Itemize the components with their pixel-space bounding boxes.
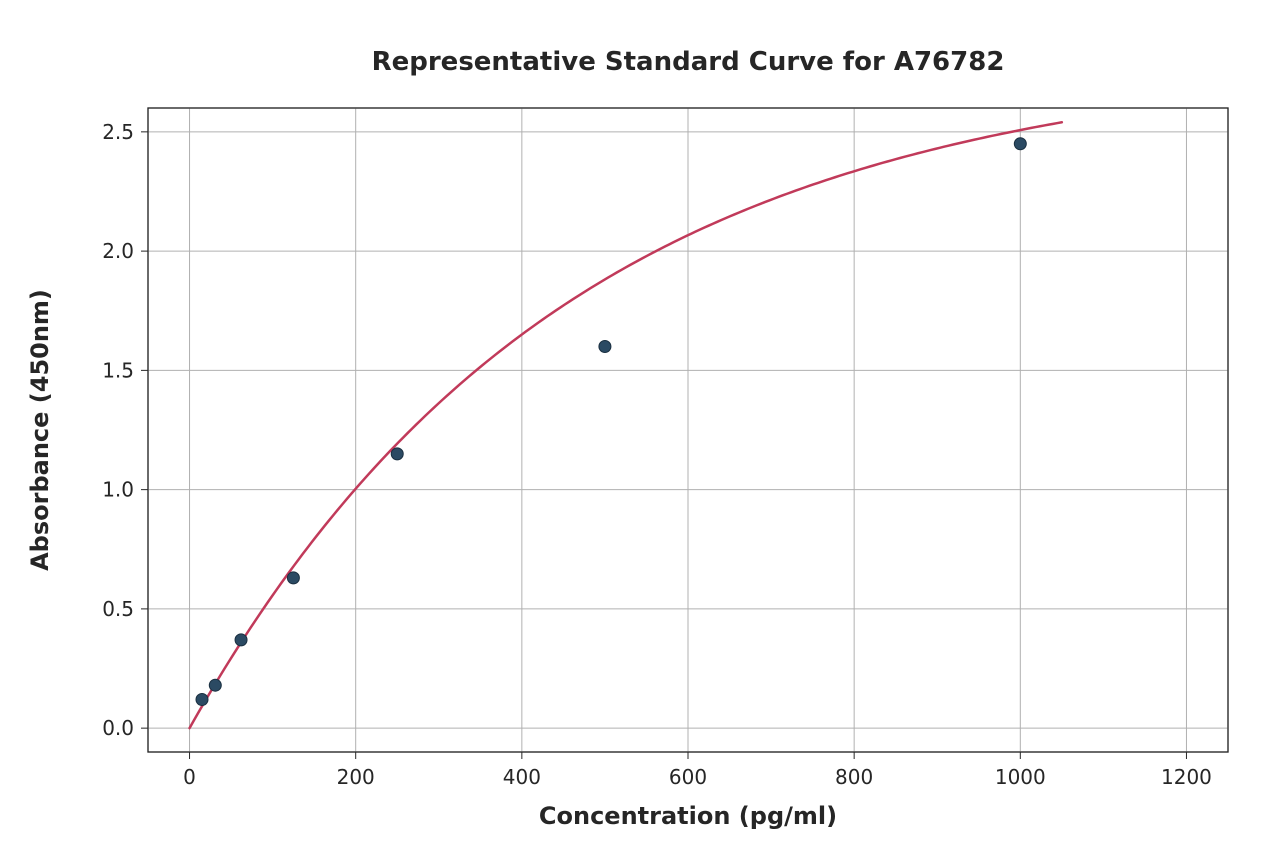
y-tick-label: 0.5 bbox=[102, 597, 134, 621]
data-point bbox=[1014, 138, 1026, 150]
x-tick-label: 600 bbox=[669, 765, 707, 789]
y-tick-label: 2.5 bbox=[102, 120, 134, 144]
x-tick-label: 200 bbox=[337, 765, 375, 789]
data-point bbox=[209, 679, 221, 691]
x-tick-label: 0 bbox=[183, 765, 196, 789]
y-tick-label: 1.5 bbox=[102, 358, 134, 382]
data-point bbox=[235, 634, 247, 646]
x-tick-label: 800 bbox=[835, 765, 873, 789]
x-axis-label: Concentration (pg/ml) bbox=[539, 802, 837, 830]
y-tick-label: 1.0 bbox=[102, 478, 134, 502]
data-point bbox=[391, 448, 403, 460]
data-point bbox=[196, 694, 208, 706]
data-point bbox=[287, 572, 299, 584]
chart-container: 0 200 400 600 800 1000 1200 0.0 0.5 1.0 1.5 2.0 2.5 R… bbox=[0, 0, 1280, 845]
data-point bbox=[599, 341, 611, 353]
y-axis-label: Absorbance (450nm) bbox=[26, 289, 54, 571]
y-tick-label: 2.0 bbox=[102, 239, 134, 263]
x-tick-label: 400 bbox=[503, 765, 541, 789]
chart-svg: 0 200 400 600 800 1000 1200 0.0 0.5 1.0 1.5 2.0 2.5 R… bbox=[0, 0, 1280, 845]
x-tick-label: 1000 bbox=[995, 765, 1046, 789]
y-tick-label: 0.0 bbox=[102, 716, 134, 740]
chart-title: Representative Standard Curve for A76782 bbox=[372, 47, 1005, 77]
x-tick-label: 1200 bbox=[1161, 765, 1212, 789]
